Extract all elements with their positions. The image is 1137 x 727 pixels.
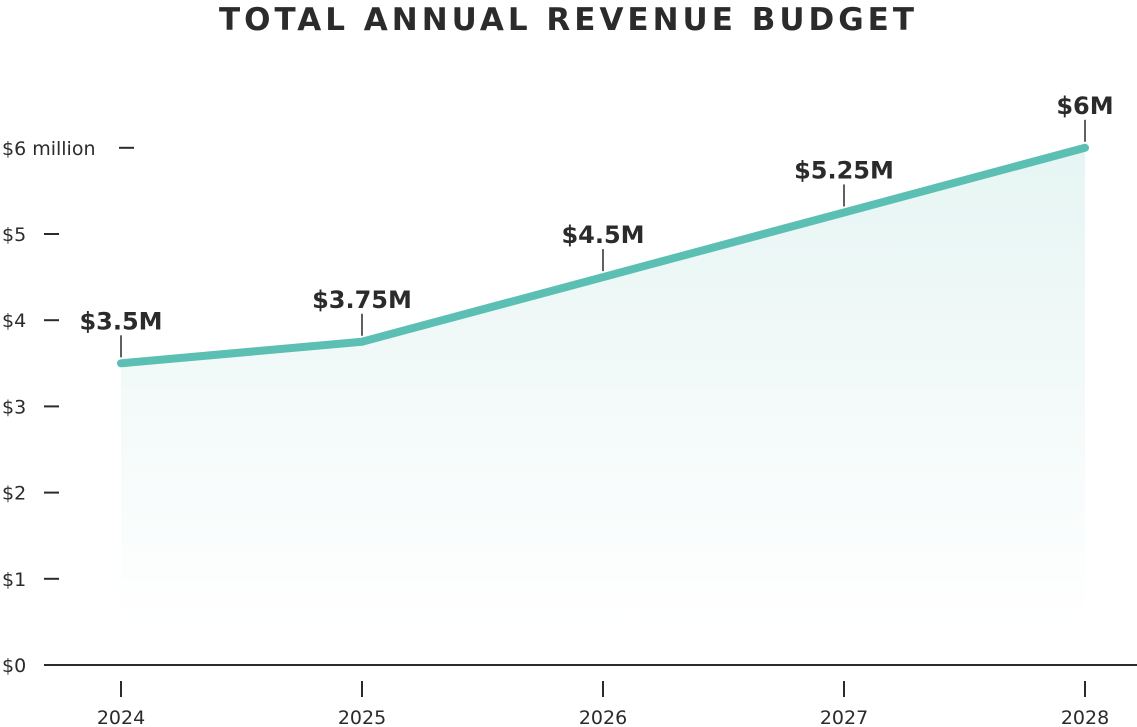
y-tick-label: $3 [2,396,26,418]
data-label: $4.5M [561,221,644,249]
data-point [118,360,124,367]
x-tick-label: 2024 [97,707,145,727]
data-point [359,338,365,345]
x-tick-label: 2026 [579,707,627,727]
y-tick-label: $4 [2,310,26,332]
data-point [1082,144,1088,151]
data-label: $6M [1056,92,1113,120]
y-tick-label: $6 million [2,138,96,160]
y-tick-label: $5 [2,224,26,246]
data-label: $5.25M [794,156,894,184]
data-point [841,209,847,216]
area-fill [121,147,1085,626]
x-tick-label: 2027 [820,707,868,727]
y-tick-label: $2 [2,483,26,505]
data-point [600,274,606,281]
y-tick-label: $1 [2,569,26,591]
y-tick-label: $0 [2,655,26,677]
x-tick-label: 2028 [1061,707,1109,727]
x-tick-label: 2025 [338,707,386,727]
data-label: $3.5M [79,307,162,335]
chart-title: TOTAL ANNUAL REVENUE BUDGET [218,2,918,38]
data-label: $3.75M [312,286,412,314]
